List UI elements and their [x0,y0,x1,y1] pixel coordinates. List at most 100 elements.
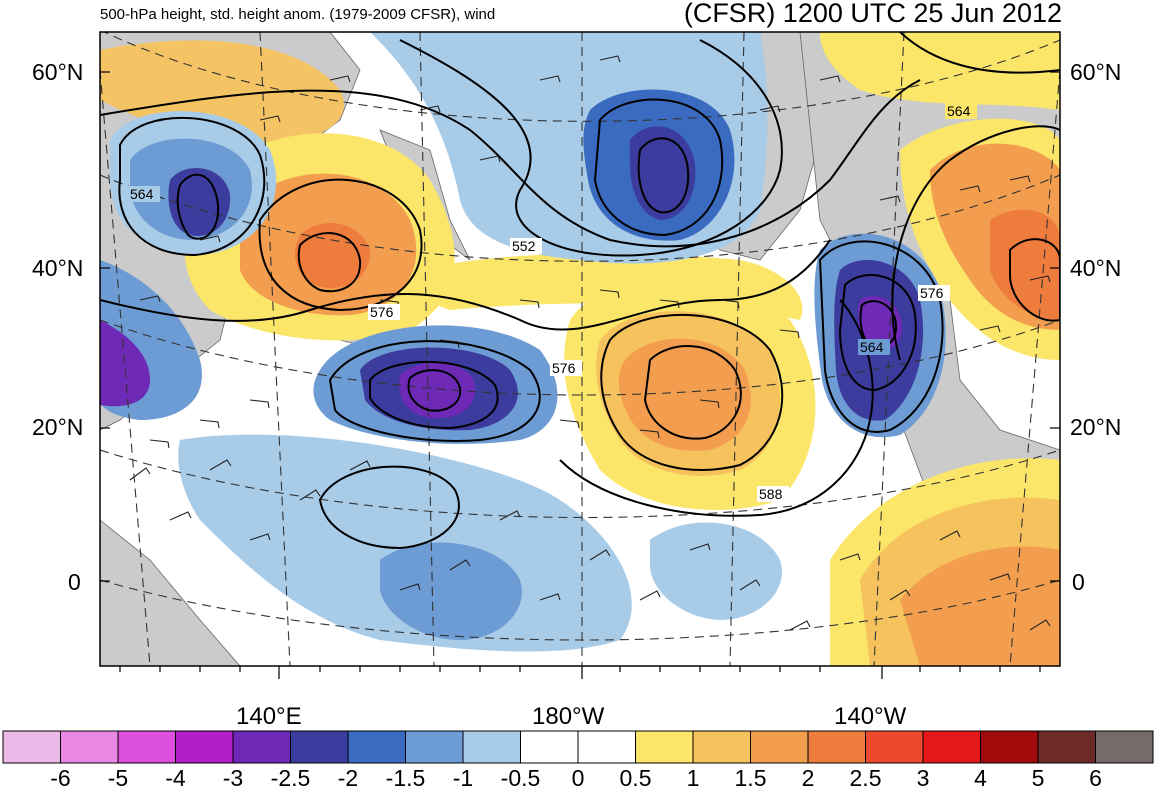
meridian-120w [1009,69,1060,666]
colorbar-swatch [635,730,694,764]
colorbar-swatch [922,730,981,764]
colorbar-tick-label: -2.5 [270,765,311,791]
contour-japan-high-outer [258,178,423,312]
colorbar-swatch [175,730,234,764]
colorbar-swatch [60,730,119,764]
colorbar-tick-label: 0.5 [619,765,652,791]
contour-north-low-inner [637,137,690,214]
lat-label-60n-left: 60°N [32,59,84,85]
contour-nw-inner [176,173,220,240]
colorbar-tick-label: 2.5 [849,765,882,791]
anomaly-negative-north-low-max [630,126,696,220]
meridian-140e [259,32,291,666]
colorbar-swatch [290,730,349,764]
lat-label-0-right: 0 [1072,569,1085,595]
contour-label-576-west: 576 [370,304,394,320]
anomaly-negative-nw-low-max [168,168,231,236]
lon-label-140e: 140°E [236,703,302,730]
contour-ne-pac-low-mid [838,274,917,392]
meridian-160e [419,32,435,666]
lon-label-140w: 140°W [834,703,907,730]
colorbar [2,730,1154,764]
anomaly-negative-tropics-core [380,542,522,640]
colorbar-tick-label: 5 [1031,765,1045,791]
contour-labels: 564 552 576 576 576 564 564 588 [128,103,977,502]
colorbar-swatch [1095,730,1154,764]
lat-label-40n-left: 40°N [32,255,84,281]
meridian-120e [100,69,151,666]
parallel-60n [103,32,1060,122]
contour-564-band [100,79,921,248]
meridian-160w [729,32,745,666]
contour-label-564-ne: 564 [947,103,971,119]
colorbar-tick-label: -2 [337,765,359,791]
anomaly-positive-japan-max [295,223,371,289]
map-title: 500-hPa height, std. height anom. (1979-… [100,6,496,23]
contour-588 [559,299,874,517]
contour-label-564-east: 564 [860,339,884,355]
colorbar-swatch [232,730,291,764]
anomaly-positive-far-ne [820,32,1060,110]
graticule [100,32,1060,666]
contour-label-564-nw: 564 [130,186,154,202]
colorbar-tick-label: 1 [686,765,700,791]
contour-central-pac-high [600,313,784,472]
colorbar-swatch [865,730,924,764]
contour-central-pac-high-inner [643,345,742,440]
colorbar-swatch [807,730,866,764]
colorbar-swatch [2,730,61,764]
colorbar-tick-label: 3 [916,765,930,791]
colorbar-swatch [347,730,406,764]
contour-wpac-low-outer [328,340,541,442]
colorbar-swatch [980,730,1039,764]
lat-label-20n-left: 20°N [32,414,84,440]
colorbar-swatch [520,730,579,764]
lat-label-0-left: 0 [68,569,81,595]
colorbar-tick-label: -1.5 [385,765,426,791]
parallel-0 [100,449,1060,519]
colorbar-tick-label: 2 [801,765,815,791]
height-contours [100,32,1060,550]
contour-576-band [100,239,831,331]
contour-label-588: 588 [759,486,783,502]
colorbar-tick-label: 6 [1089,765,1102,791]
contour-label-552: 552 [512,238,536,254]
colorbar-swatch [117,730,176,764]
contour-label-576-east: 576 [920,285,944,301]
maritime-continent [100,519,241,666]
contour-wpac-low-inner [407,369,462,412]
colorbar-tick-label: 0 [571,765,585,791]
parallel-20n [100,319,1060,396]
parallel-20s [100,579,1060,641]
contour-ne-ridge [891,125,1060,361]
lat-label-20n-right: 20°N [1070,414,1122,440]
contour-label-576-center: 576 [552,360,576,376]
anomaly-positive-ne-max [990,209,1060,320]
colorbar-swatch [750,730,809,764]
lon-label-180w: 180°W [532,703,605,730]
lat-label-60n-right: 60°N [1070,59,1122,85]
contour-japan-high-inner [297,232,362,293]
colorbar-tick-label: 4 [974,765,987,791]
anomaly-negative-tropics-east [650,522,782,620]
colorbar-swatch [1037,730,1096,764]
map-frame [99,31,1061,667]
wind-barbs [129,55,1051,631]
contour-tropical-low [318,465,460,550]
axis-ticks [100,71,1060,679]
colorbar-tick-label: -4 [165,765,186,791]
colorbar-tick-label: -3 [222,765,244,791]
colorbar-swatch [692,730,751,764]
anomaly-positive-se-max [900,546,1060,666]
colorbar-tick-label: 1.5 [734,765,767,791]
contour-north-low-outer [593,98,724,237]
contour-ne-pac-low-outer [818,240,944,433]
anomaly-positive-central-pac-max [618,338,751,451]
contour-nw-closed-low [118,116,266,257]
colorbar-tick-label: -1 [452,765,474,791]
colorbar-swatch [577,730,636,764]
contour-far-north [899,32,1060,74]
colorbar-swatch [462,730,521,764]
contour-552-band [399,39,783,257]
